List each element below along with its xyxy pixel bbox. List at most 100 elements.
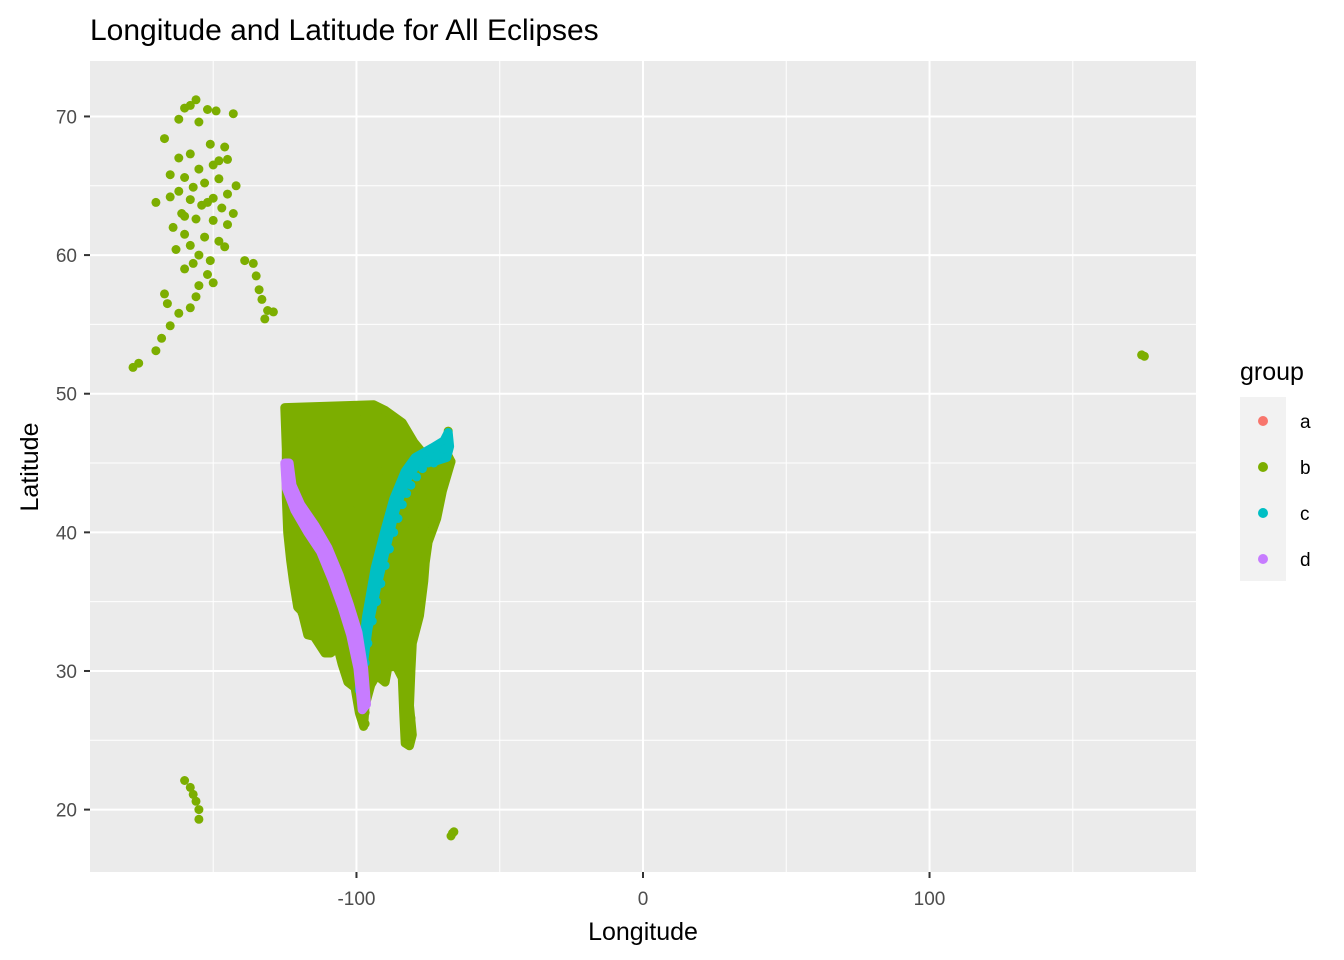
data-point-b [228, 109, 238, 119]
data-point-b [220, 242, 230, 252]
data-point-b [191, 292, 201, 302]
data-point-b [397, 541, 407, 551]
data-point-b [291, 558, 301, 568]
data-point-c [376, 579, 386, 589]
data-point-b [188, 258, 198, 268]
data-point-b [449, 827, 459, 837]
data-point-b [377, 437, 387, 447]
legend-label-b: b [1300, 458, 1311, 479]
data-point-b [223, 189, 232, 199]
data-point-c [384, 544, 394, 554]
data-point-b [188, 182, 198, 192]
y-tick-label: 20 [56, 801, 77, 822]
data-point-d [291, 500, 301, 510]
data-point-c [367, 616, 377, 626]
legend-key-c [1258, 508, 1268, 518]
data-point-d [300, 514, 310, 523]
data-point-d [323, 552, 333, 562]
data-point-b [200, 232, 210, 242]
data-point-b [346, 505, 356, 515]
data-point-b [185, 149, 195, 159]
data-point-c [412, 472, 422, 482]
data-point-c [443, 430, 453, 440]
data-point-c [380, 561, 390, 571]
legend-key-background [1240, 397, 1286, 581]
data-point-b [162, 299, 172, 309]
data-point-c [439, 444, 449, 454]
data-point-b [397, 583, 407, 593]
data-point-b [340, 658, 350, 668]
data-point-d [329, 569, 338, 579]
data-point-b [403, 674, 413, 684]
data-point-b [294, 586, 304, 596]
data-point-b [357, 477, 367, 487]
data-point-b [363, 443, 373, 453]
data-point-b [395, 658, 404, 668]
y-tick-label: 60 [56, 246, 77, 267]
data-point-b [406, 730, 416, 740]
x-axis-title: Longitude [588, 918, 698, 946]
data-point-b [151, 346, 161, 356]
data-point-b [309, 437, 318, 447]
data-point-b [406, 713, 416, 723]
data-point-b [231, 181, 241, 191]
legend-key-b [1258, 462, 1268, 472]
data-point-c [402, 489, 412, 498]
data-point-b [320, 608, 330, 618]
data-point-b [185, 240, 195, 250]
data-point-b [214, 174, 224, 184]
data-point-c [393, 514, 403, 523]
data-point-b [223, 220, 232, 230]
data-point-b [260, 314, 270, 324]
data-point-b [326, 633, 336, 643]
data-point-b [374, 466, 384, 476]
data-point-b [340, 472, 350, 482]
data-point-d [309, 530, 318, 540]
data-point-b [360, 719, 370, 729]
data-point-d [353, 655, 363, 665]
legend-label-a: a [1300, 412, 1311, 433]
data-point-d [340, 602, 350, 612]
data-point-b [185, 303, 195, 313]
data-point-b [165, 321, 175, 331]
data-point-c [389, 527, 399, 537]
chart-title: Longitude and Latitude for All Eclipses [90, 14, 599, 47]
data-point-b [248, 258, 258, 268]
data-point-b [194, 164, 204, 174]
data-point-b [174, 153, 184, 163]
data-point-b [208, 278, 218, 288]
data-point-b [251, 271, 261, 281]
data-point-b [406, 616, 416, 626]
data-point-d [283, 459, 293, 469]
data-point-b [180, 103, 190, 113]
data-point-b [191, 95, 201, 105]
data-point-b [214, 236, 224, 246]
data-point-b [297, 608, 307, 618]
data-point-b [383, 647, 393, 657]
data-point-b [397, 641, 407, 651]
data-point-b [306, 630, 316, 640]
data-point-b [223, 154, 232, 164]
data-point-b [165, 170, 175, 180]
data-point-b [352, 408, 361, 418]
data-point-c [406, 480, 416, 490]
legend-label-c: c [1300, 504, 1310, 525]
data-point-b [329, 497, 338, 507]
data-point-d [359, 699, 369, 709]
data-point-d [284, 472, 294, 482]
data-point-b [372, 663, 381, 673]
data-point-b [240, 256, 250, 266]
data-point-d [334, 586, 344, 596]
data-point-b [420, 550, 430, 559]
data-point-b [217, 203, 227, 213]
data-point-b [300, 405, 310, 415]
data-point-b [392, 441, 402, 451]
data-point-b [180, 173, 190, 182]
data-point-b [174, 114, 184, 124]
data-point-b [228, 209, 238, 218]
data-point-c [417, 464, 427, 474]
data-point-b [171, 245, 181, 254]
data-point-b [423, 508, 433, 518]
data-point-b [151, 197, 161, 207]
data-point-b [174, 308, 184, 318]
